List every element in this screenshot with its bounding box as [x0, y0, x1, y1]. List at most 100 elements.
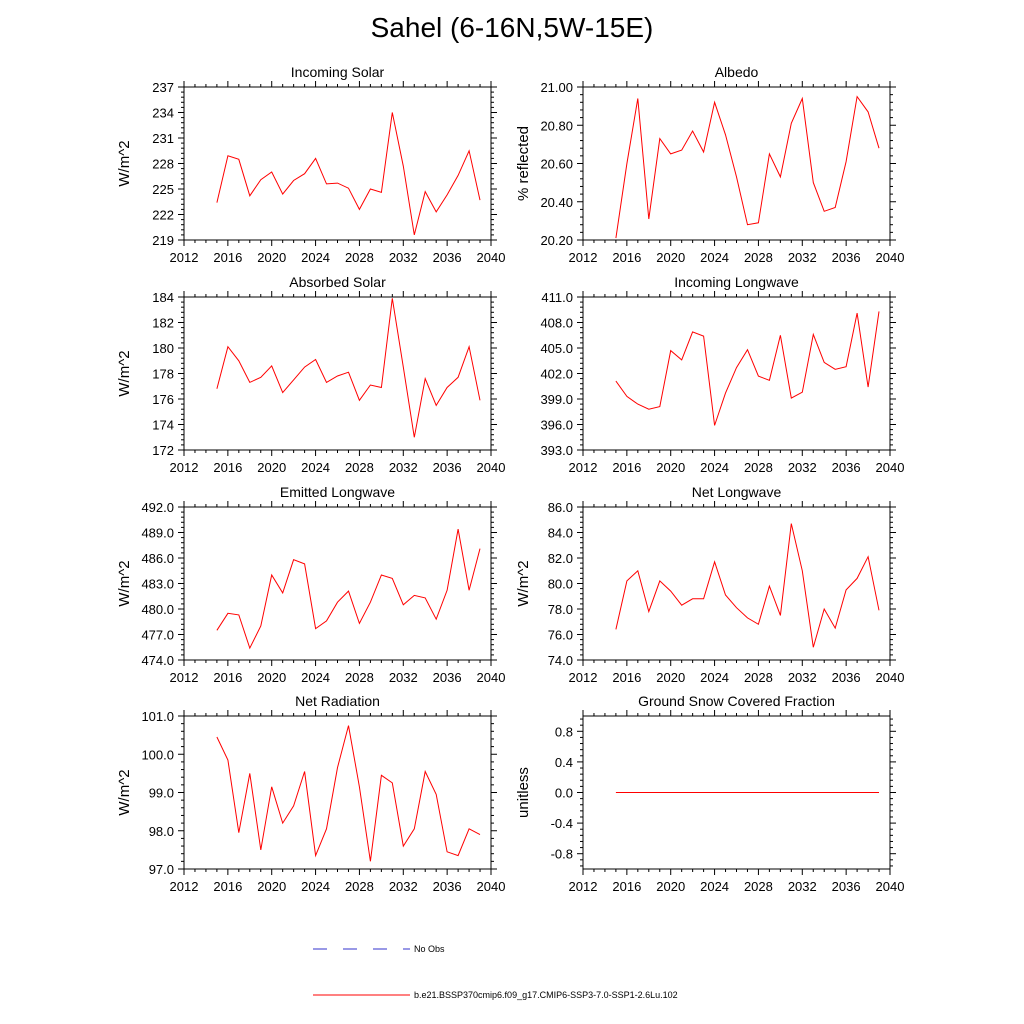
- panel-incoming-solar: Incoming Solar 2012 2016 2020 2024 2028 2032 20…: [116, 64, 505, 265]
- x-tick-label: 2036: [832, 250, 861, 265]
- x-tick-label: 2024: [700, 250, 729, 265]
- y-tick-label: -0.8: [551, 847, 573, 862]
- x-tick-label: 2040: [477, 670, 506, 685]
- x-tick-label: 2020: [257, 460, 286, 475]
- x-tick-label: 2028: [345, 250, 374, 265]
- y-tick-label: 174: [152, 418, 174, 433]
- x-tick-label: 2020: [656, 879, 685, 894]
- series-line-incoming-longwave: [615, 311, 880, 426]
- x-tick-label: 2040: [477, 879, 506, 894]
- y-tick-label: 184: [152, 290, 174, 305]
- y-tick-label: 492.0: [141, 500, 174, 515]
- y-tick-label: -0.4: [551, 816, 573, 831]
- x-tick-label: 2036: [433, 460, 462, 475]
- series-line-incoming-solar: [216, 112, 481, 236]
- panel-title: Incoming Solar: [291, 64, 385, 80]
- y-axis-label: W/m^2: [116, 769, 133, 815]
- x-tick-label: 2040: [477, 460, 506, 475]
- y-axis-label: % reflected: [515, 126, 532, 201]
- x-tick-label: 2024: [301, 460, 330, 475]
- panel-title: Incoming Longwave: [674, 274, 799, 290]
- x-tick-label: 2032: [389, 250, 418, 265]
- y-tick-label: 0.8: [555, 724, 573, 739]
- panel-absorbed-solar: Absorbed Solar 2012 2016 2020 2024 2028 2032 20…: [116, 274, 505, 475]
- x-tick-label: 2024: [301, 670, 330, 685]
- y-tick-label: 80.0: [548, 577, 573, 592]
- panel-ground-snow-covered-fraction: Ground Snow Covered Fraction 2012 2016 2020…: [515, 693, 904, 894]
- x-tick-label: 2012: [569, 460, 598, 475]
- y-tick-label: 76.0: [548, 628, 573, 643]
- x-tick-label: 2040: [876, 460, 905, 475]
- series-line-absorbed-solar: [216, 298, 481, 438]
- series-line-emitted-longwave: [216, 529, 481, 650]
- y-tick-label: 20.40: [540, 195, 573, 210]
- y-axis-label: W/m^2: [116, 560, 133, 606]
- plot-frame: [582, 296, 891, 451]
- y-tick-label: 408.0: [540, 316, 573, 331]
- y-tick-label: 0.4: [555, 755, 573, 770]
- y-tick-label: 172: [152, 443, 174, 458]
- y-tick-label: 231: [152, 131, 174, 146]
- series-line-net-radiation: [216, 725, 481, 862]
- y-tick-label: 176: [152, 392, 174, 407]
- x-tick-label: 2028: [744, 879, 773, 894]
- plot-frame: [183, 506, 492, 661]
- y-tick-label: 0.0: [555, 786, 573, 801]
- y-tick-label: 180: [152, 341, 174, 356]
- x-tick-label: 2020: [656, 460, 685, 475]
- x-tick-label: 2024: [700, 670, 729, 685]
- panel-net-longwave: Net Longwave 2012 2016 2020 2024 2028 2032 2036…: [515, 484, 904, 685]
- y-tick-label: 20.80: [540, 118, 573, 133]
- x-tick-label: 2012: [170, 670, 199, 685]
- x-tick-label: 2036: [832, 670, 861, 685]
- y-tick-label: 237: [152, 80, 174, 95]
- y-tick-label: 222: [152, 208, 174, 223]
- y-tick-label: 486.0: [141, 551, 174, 566]
- x-tick-label: 2016: [612, 250, 641, 265]
- x-tick-label: 2016: [612, 879, 641, 894]
- x-tick-label: 2040: [876, 879, 905, 894]
- y-tick-label: 178: [152, 367, 174, 382]
- panel-net-radiation: Net Radiation 2012 2016 2020 2024 2028 2032 203…: [116, 693, 505, 894]
- y-tick-label: 477.0: [141, 628, 174, 643]
- x-tick-label: 2020: [257, 250, 286, 265]
- panel-title: Net Radiation: [295, 693, 380, 709]
- y-tick-label: 402.0: [540, 367, 573, 382]
- x-tick-label: 2036: [433, 879, 462, 894]
- x-tick-label: 2040: [876, 250, 905, 265]
- y-tick-label: 182: [152, 316, 174, 331]
- y-tick-label: 98.0: [149, 824, 174, 839]
- y-tick-label: 74.0: [548, 653, 573, 668]
- panel-title: Albedo: [715, 64, 759, 80]
- y-tick-label: 21.00: [540, 80, 573, 95]
- x-tick-label: 2016: [213, 670, 242, 685]
- panel-title: Absorbed Solar: [289, 274, 386, 290]
- y-axis-label: unitless: [515, 767, 532, 818]
- plot-frame: [183, 296, 492, 451]
- x-tick-label: 2012: [170, 250, 199, 265]
- x-tick-label: 2020: [656, 670, 685, 685]
- x-tick-label: 2012: [569, 670, 598, 685]
- x-tick-label: 2032: [389, 460, 418, 475]
- x-tick-label: 2016: [213, 250, 242, 265]
- y-tick-label: 411.0: [541, 290, 573, 305]
- x-tick-label: 2016: [213, 879, 242, 894]
- x-tick-label: 2040: [477, 250, 506, 265]
- y-tick-label: 20.20: [540, 233, 573, 248]
- plot-frame: [582, 506, 891, 661]
- y-tick-label: 396.0: [540, 418, 573, 433]
- panel-title: Emitted Longwave: [280, 484, 395, 500]
- y-tick-label: 393.0: [540, 443, 573, 458]
- panel-incoming-longwave: Incoming Longwave 2012 2016 2020 2024 2028 203…: [540, 274, 904, 475]
- x-tick-label: 2040: [876, 670, 905, 685]
- figure-title: Sahel (6-16N,5W-15E): [370, 12, 654, 43]
- y-tick-label: 405.0: [540, 341, 573, 356]
- panel-title: Net Longwave: [692, 484, 782, 500]
- x-tick-label: 2028: [744, 250, 773, 265]
- y-tick-label: 84.0: [548, 526, 573, 541]
- x-tick-label: 2036: [832, 460, 861, 475]
- y-tick-label: 483.0: [141, 577, 174, 592]
- x-tick-label: 2036: [433, 250, 462, 265]
- y-tick-label: 82.0: [548, 551, 573, 566]
